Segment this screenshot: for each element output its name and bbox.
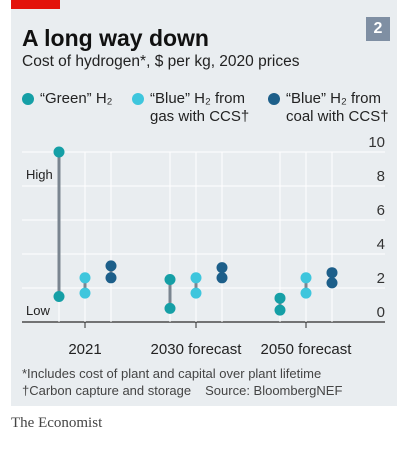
footnote-ccs: †Carbon capture and storage Source: Bloom… [22,383,342,398]
low-point [79,287,91,299]
y-tick-label: 10 [368,134,385,151]
legend-label-blue-coal-line1: “Blue” H₂ from [286,90,382,107]
legend-dot-blue-gas [132,93,144,105]
footnote-cost: *Includes cost of plant and capital over… [22,366,322,381]
legend-label-blue-gas-line2: gas with CCS† [150,108,250,125]
low-annotation: Low [26,303,50,318]
legend-label-blue-gas-line1: “Blue” H₂ from [150,90,246,107]
low-point [105,272,117,284]
y-tick-label: 4 [377,236,385,253]
high-point [300,272,312,284]
legend-label-green: “Green” H₂ [40,90,113,107]
high-point [53,146,65,158]
legend-dot-green [22,93,34,105]
low-point [274,304,286,316]
legend-dot-blue-coal [268,93,280,105]
chart-title: A long way down [22,25,209,51]
high-point [326,267,338,279]
chart-subtitle: Cost of hydrogen*, $ per kg, 2020 prices [22,53,300,70]
low-point [216,272,228,284]
high-point [79,272,91,284]
footnote-ccs-text: †Carbon capture and storage [22,383,192,398]
low-point [326,277,338,289]
source-note: Source: BloombergNEF [205,383,343,398]
chart-number-badge: 2 [366,17,390,41]
high-point [105,260,117,272]
high-point [274,292,286,304]
high-point [216,262,228,274]
high-point [164,274,176,285]
low-point [164,302,176,314]
publisher-name: The Economist [11,415,103,431]
chart-card [11,0,397,406]
y-tick-label: 0 [377,304,385,321]
y-tick-label: 8 [377,168,385,185]
high-point [190,272,202,284]
y-tick-label: 2 [377,270,385,287]
x-tick-label: 2030 forecast [151,341,243,358]
low-point [53,291,65,302]
low-point [300,287,312,299]
legend-label-blue-coal-line2: coal with CCS† [286,108,389,125]
brand-tag [11,0,60,9]
high-annotation: High [26,167,53,182]
x-tick-label: 2050 forecast [261,341,353,358]
y-tick-label: 6 [377,202,385,219]
x-tick-label: 2021 [68,341,101,358]
low-point [190,287,202,299]
